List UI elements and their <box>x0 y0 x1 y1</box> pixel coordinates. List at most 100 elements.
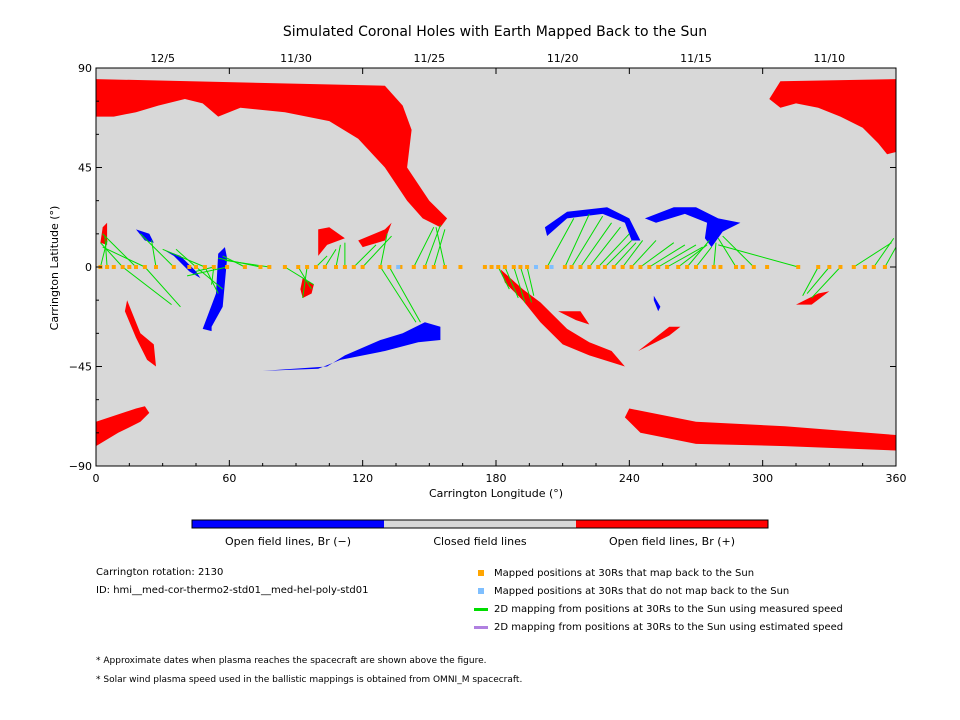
mapped-point-11 <box>202 265 207 269</box>
measured-mapping-line-7 <box>175 248 197 268</box>
legend-unmapped: Mapped positions at 30Rs that do not map… <box>478 584 789 598</box>
measured-mapping-line-20 <box>297 266 312 290</box>
mapped-point-42 <box>562 265 567 269</box>
mapped-point-27 <box>387 265 392 269</box>
plot-background <box>96 68 896 466</box>
measured-mapping-line-40 <box>546 218 575 268</box>
measured-mapping-line-57 <box>713 242 717 268</box>
unmapped-point-2 <box>549 265 554 269</box>
mapped-point-55 <box>676 265 681 269</box>
measured-mapping-line-62 <box>806 266 830 294</box>
measured-mapping-line-58 <box>717 237 737 268</box>
mapped-point-5 <box>134 265 138 269</box>
mapped-point-26 <box>378 265 383 269</box>
mapped-point-53 <box>656 265 661 269</box>
positive-coronal-hole-10 <box>558 311 590 325</box>
measured-mapping-line-66 <box>884 246 897 268</box>
note-speed: * Solar wind plasma speed used in the ba… <box>96 675 523 685</box>
mapped-point-28 <box>398 265 403 269</box>
colorbar-frame <box>191 519 769 529</box>
x-tick-label-3: 180 <box>486 472 507 485</box>
mapped-point-62 <box>740 265 745 269</box>
y-tick-label-2: 0 <box>85 261 92 274</box>
measured-mapping-line-60 <box>718 244 799 268</box>
mapped-point-31 <box>431 265 436 269</box>
measured-mapping-line-41 <box>564 213 590 268</box>
measured-mapping-line-46 <box>604 240 632 268</box>
legend-estimated: 2D mapping from positions at 30Rs to the… <box>474 620 843 634</box>
mapped-point-23 <box>342 265 347 269</box>
y-tick-label-4: −90 <box>69 460 92 473</box>
colorbar-segment-2 <box>576 520 768 528</box>
measured-mapping-line-14 <box>122 266 172 305</box>
mapped-point-17 <box>282 265 287 269</box>
mapped-point-35 <box>489 265 494 269</box>
y-axis-label: Carrington Latitude (°) <box>48 206 61 331</box>
measured-mapping-line-37 <box>519 266 533 303</box>
mapped-point-56 <box>685 265 690 269</box>
measured-mapping-line-5 <box>151 240 157 268</box>
mapped-point-43 <box>569 265 574 269</box>
measured-mapping-line-38 <box>526 266 535 296</box>
legend-measured-label: 2D mapping from positions at 30Rs to the… <box>494 603 843 615</box>
measured-mapping-line-36 <box>513 266 526 303</box>
negative-coronal-hole-17 <box>162 249 201 279</box>
mapped-point-69 <box>851 265 856 269</box>
mapped-point-24 <box>351 265 356 269</box>
mapped-point-64 <box>765 265 770 269</box>
measured-mapping-line-44 <box>588 226 621 268</box>
measured-mapping-line-21 <box>302 266 308 299</box>
measured-mapping-line-8 <box>162 248 206 268</box>
mapped-point-70 <box>862 265 867 269</box>
measured-mapping-line-45 <box>597 233 630 268</box>
mapped-point-48 <box>611 265 616 269</box>
mapped-point-15 <box>258 265 263 269</box>
mapped-point-65 <box>796 265 801 269</box>
legend-mapped: Mapped positions at 30Rs that map back t… <box>478 566 754 580</box>
mapped-point-71 <box>871 265 876 269</box>
mapped-point-18 <box>296 265 301 269</box>
measured-mapping-line-13 <box>211 266 215 285</box>
measured-mapping-line-50 <box>640 242 675 268</box>
mapped-point-1 <box>105 265 110 269</box>
mapped-point-45 <box>587 265 592 269</box>
mapped-point-16 <box>267 265 272 269</box>
measured-mapping-line-39 <box>497 266 510 290</box>
measured-line-icon <box>474 607 488 611</box>
mapped-point-59 <box>711 265 716 269</box>
date-label-0: 12/5 <box>150 52 175 65</box>
measured-mapping-line-53 <box>666 246 703 268</box>
y-tick-label-1: 45 <box>78 162 92 175</box>
mapped-point-38 <box>511 265 516 269</box>
mapped-point-37 <box>502 265 507 269</box>
x-tick-label-0: 0 <box>93 472 100 485</box>
positive-coronal-hole-8 <box>358 222 392 248</box>
unmapped-square-icon <box>478 588 484 594</box>
measured-mapping-line-42 <box>571 215 604 268</box>
measured-mapping-line-27 <box>362 235 392 268</box>
positive-coronal-hole-3 <box>624 408 896 451</box>
measured-mapping-line-55 <box>686 240 710 268</box>
x-tick-label-2: 120 <box>352 472 373 485</box>
measured-mapping-line-63 <box>811 266 841 299</box>
mapped-point-2 <box>111 265 116 269</box>
measured-mapping-line-15 <box>144 266 181 308</box>
mapped-point-12 <box>211 265 216 269</box>
mapped-point-46 <box>596 265 601 269</box>
date-label-5: 11/10 <box>813 52 845 65</box>
mapped-point-3 <box>120 265 125 269</box>
measured-mapping-line-12 <box>204 266 219 294</box>
mapped-point-33 <box>458 265 463 269</box>
positive-coronal-hole-7 <box>318 227 345 256</box>
mapped-point-50 <box>629 265 634 269</box>
measured-mapping-line-65 <box>873 237 895 268</box>
measured-mapping-line-4 <box>102 246 146 268</box>
measured-mapping-line-56 <box>695 246 712 268</box>
mapped-point-10 <box>194 265 198 269</box>
mapped-point-68 <box>838 265 843 269</box>
mapped-point-40 <box>525 265 530 269</box>
colorbar-segment-0 <box>192 520 384 528</box>
mapped-point-57 <box>694 265 698 269</box>
measured-mapping-line-32 <box>435 227 446 268</box>
mapped-point-41 <box>545 265 550 269</box>
